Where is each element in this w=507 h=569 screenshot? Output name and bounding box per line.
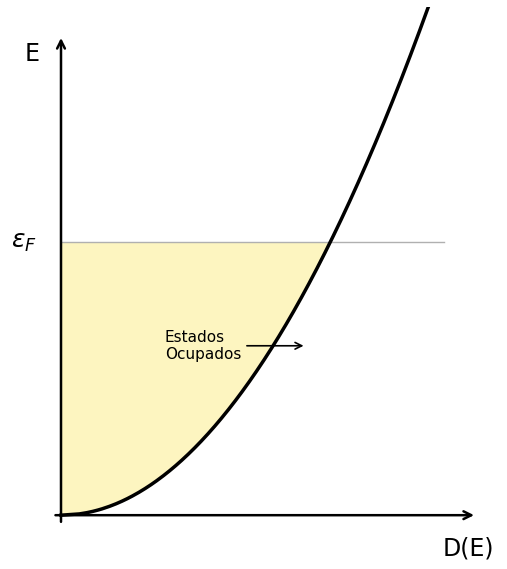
Text: E: E — [24, 42, 40, 66]
Text: $\varepsilon_F$: $\varepsilon_F$ — [11, 230, 37, 254]
Text: D(E): D(E) — [443, 536, 494, 560]
Text: Estados
Ocupados: Estados Ocupados — [165, 329, 302, 362]
